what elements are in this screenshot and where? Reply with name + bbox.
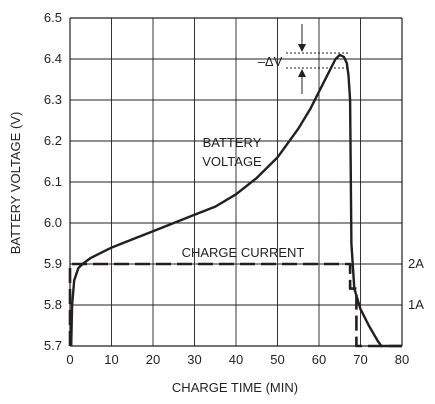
y-tick-label-6.3: 6.3 bbox=[44, 92, 62, 107]
x-tick-label-40: 40 bbox=[229, 352, 243, 367]
y-tick-label-6.4: 6.4 bbox=[44, 51, 62, 66]
y-tick-label-6.2: 6.2 bbox=[44, 133, 62, 148]
delta-v-label: –ΔV bbox=[258, 54, 283, 69]
y-tick-label-5.8: 5.8 bbox=[44, 297, 62, 312]
right-axis-label-2A: 2A bbox=[408, 256, 424, 271]
x-tick-label-10: 10 bbox=[104, 352, 118, 367]
right-axis-label-1A: 1A bbox=[408, 297, 424, 312]
x-tick-label-60: 60 bbox=[312, 352, 326, 367]
battery-voltage-label-line2: VOLTAGE bbox=[202, 154, 262, 169]
delta-v-bottom-arrow-head bbox=[298, 69, 306, 77]
charge-current-label: CHARGE CURRENT bbox=[182, 245, 305, 260]
y-tick-label-6.1: 6.1 bbox=[44, 174, 62, 189]
y-tick-label-5.9: 5.9 bbox=[44, 256, 62, 271]
delta-v-marker bbox=[286, 24, 348, 94]
x-axis-title: CHARGE TIME (MIN) bbox=[172, 380, 298, 395]
axis-ticks: 0 10 20 30 40 50 60 70 80 5.7 5.8 5.9 6.0 6.1 6.2 6.3 6.… bbox=[44, 10, 424, 367]
series-line-charge-current bbox=[68, 262, 402, 348]
chart-grid bbox=[69, 17, 403, 347]
x-tick-label-50: 50 bbox=[270, 352, 284, 367]
y-tick-label-6.0: 6.0 bbox=[44, 215, 62, 230]
x-tick-label-20: 20 bbox=[146, 352, 160, 367]
x-tick-label-30: 30 bbox=[187, 352, 201, 367]
series-line-battery-voltage bbox=[70, 53, 402, 348]
x-tick-label-80: 80 bbox=[395, 352, 409, 367]
chart-series bbox=[68, 53, 402, 348]
y-tick-label-6.5: 6.5 bbox=[44, 10, 62, 25]
battery-voltage-label: BATTERY bbox=[203, 135, 262, 150]
x-tick-label-70: 70 bbox=[353, 352, 367, 367]
x-tick-label-0: 0 bbox=[66, 352, 73, 367]
delta-v-top-arrow-head bbox=[298, 44, 306, 52]
y-axis-title: BATTERY VOLTAGE (V) bbox=[8, 112, 23, 255]
y-tick-label-5.7: 5.7 bbox=[44, 338, 62, 353]
